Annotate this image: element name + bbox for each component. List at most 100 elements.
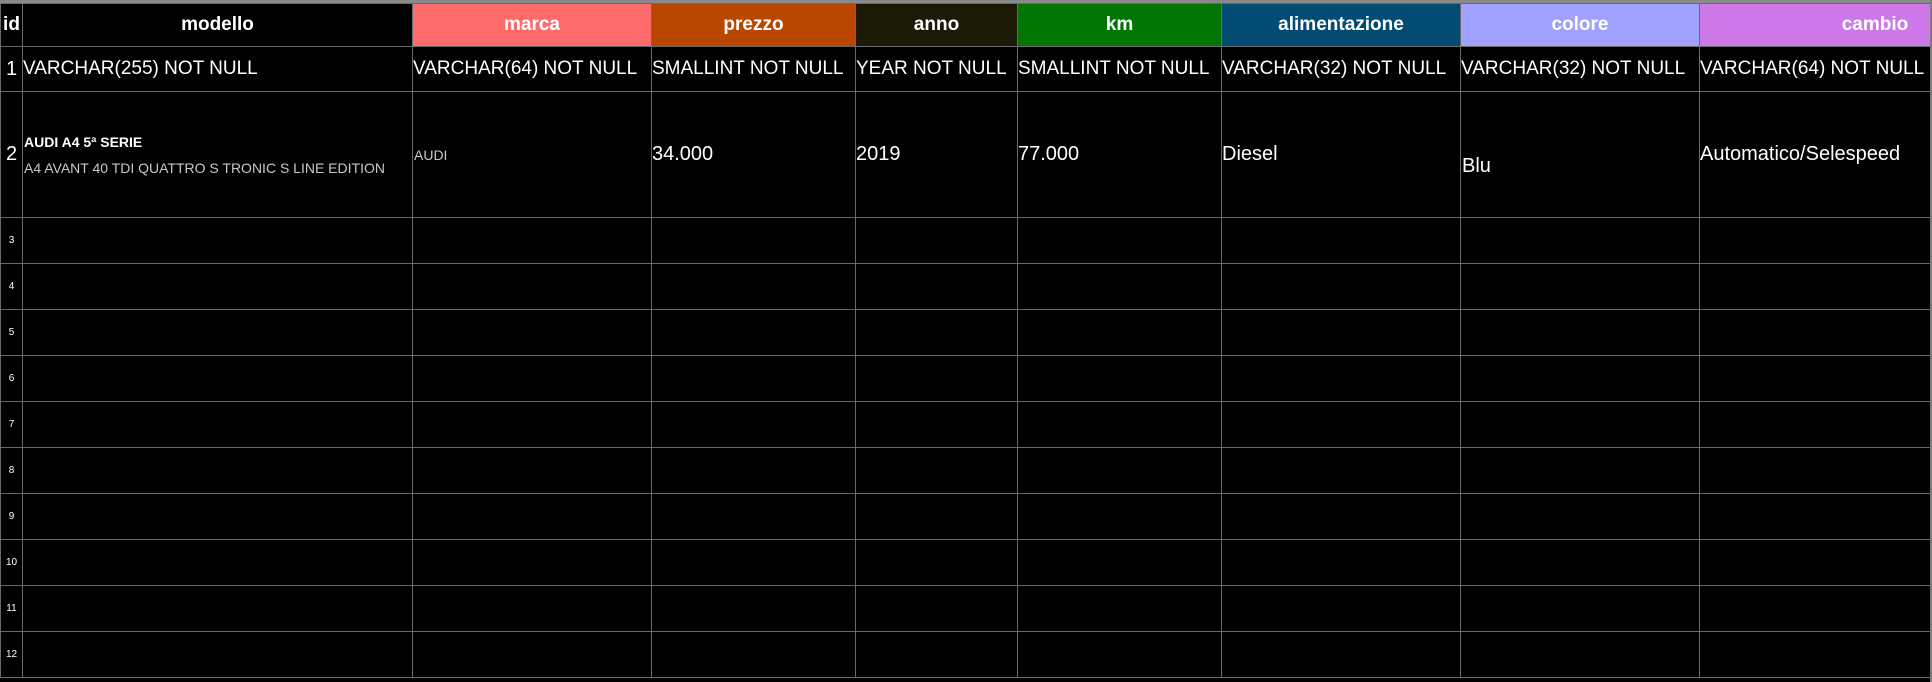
empty-cell[interactable] [22,355,413,402]
empty-cell[interactable] [1017,631,1222,678]
empty-cell[interactable] [22,401,413,448]
empty-cell[interactable] [1460,309,1700,356]
empty-cell[interactable] [1460,217,1700,264]
empty-cell[interactable] [1460,539,1700,586]
empty-cell[interactable] [855,631,1018,678]
empty-cell[interactable] [1460,585,1700,632]
empty-cell[interactable] [22,539,413,586]
empty-cell[interactable] [412,447,652,494]
empty-cell[interactable] [1221,447,1461,494]
column-header-modello[interactable]: modello [22,3,413,47]
empty-cell[interactable] [855,401,1018,448]
empty-cell[interactable] [1699,447,1932,494]
empty-cell[interactable] [412,401,652,448]
empty-cell[interactable] [1221,631,1461,678]
empty-cell[interactable] [651,631,856,678]
empty-cell[interactable] [651,309,856,356]
empty-cell[interactable] [855,493,1018,540]
empty-cell[interactable] [1221,355,1461,402]
empty-cell[interactable] [1221,493,1461,540]
empty-cell[interactable] [1221,585,1461,632]
empty-cell[interactable] [1699,263,1932,310]
cell-cambio[interactable]: Automatico/Selespeed [1699,91,1932,218]
empty-cell[interactable] [1699,585,1932,632]
empty-cell[interactable] [412,493,652,540]
empty-cell[interactable] [1017,493,1222,540]
empty-cell[interactable] [1460,631,1700,678]
empty-cell[interactable] [651,263,856,310]
empty-cell[interactable] [1221,217,1461,264]
cell-alimentazione[interactable]: Diesel [1221,91,1461,218]
cell-km-type[interactable]: SMALLINT NOT NULL [1017,46,1222,92]
cell-colore-type[interactable]: VARCHAR(32) NOT NULL [1460,46,1700,92]
empty-cell[interactable] [412,355,652,402]
empty-cell[interactable] [855,309,1018,356]
empty-cell[interactable] [651,539,856,586]
empty-cell[interactable] [651,355,856,402]
empty-cell[interactable] [1017,585,1222,632]
cell-alimentazione-type[interactable]: VARCHAR(32) NOT NULL [1221,46,1461,92]
column-header-alimentazione[interactable]: alimentazione [1221,3,1461,47]
cell-modello[interactable]: AUDI A4 5ª SERIE A4 AVANT 40 TDI QUATTRO… [22,91,413,218]
empty-cell[interactable] [22,263,413,310]
empty-cell[interactable] [855,539,1018,586]
cell-colore[interactable]: Blu [1460,91,1700,218]
empty-cell[interactable] [412,309,652,356]
empty-cell[interactable] [1460,263,1700,310]
empty-cell[interactable] [855,447,1018,494]
empty-cell[interactable] [412,539,652,586]
cell-marca[interactable]: AUDI [412,91,652,218]
empty-cell[interactable] [22,585,413,632]
empty-cell[interactable] [1699,355,1932,402]
empty-cell[interactable] [22,217,413,264]
cell-marca-type[interactable]: VARCHAR(64) NOT NULL [412,46,652,92]
column-header-colore[interactable]: colore [1460,3,1700,47]
column-header-prezzo[interactable]: prezzo [651,3,856,47]
empty-cell[interactable] [1221,539,1461,586]
empty-cell[interactable] [855,217,1018,264]
empty-cell[interactable] [1017,263,1222,310]
empty-cell[interactable] [1699,401,1932,448]
empty-cell[interactable] [412,217,652,264]
column-header-marca[interactable]: marca [412,3,652,47]
cell-modello-type[interactable]: VARCHAR(255) NOT NULL [22,46,413,92]
cell-cambio-type[interactable]: VARCHAR(64) NOT NULL [1699,46,1932,92]
empty-cell[interactable] [1017,217,1222,264]
empty-cell[interactable] [1699,309,1932,356]
cell-prezzo[interactable]: 34.000 [651,91,856,218]
empty-cell[interactable] [1017,539,1222,586]
empty-cell[interactable] [855,585,1018,632]
column-header-cambio[interactable]: cambio [1699,3,1932,47]
empty-cell[interactable] [1221,401,1461,448]
empty-cell[interactable] [1017,401,1222,448]
column-header-km[interactable]: km [1017,3,1222,47]
empty-cell[interactable] [22,447,413,494]
empty-cell[interactable] [651,585,856,632]
empty-cell[interactable] [1017,355,1222,402]
empty-cell[interactable] [1699,217,1932,264]
column-header-anno[interactable]: anno [855,3,1018,47]
empty-cell[interactable] [1699,539,1932,586]
empty-cell[interactable] [1221,263,1461,310]
empty-cell[interactable] [651,493,856,540]
empty-cell[interactable] [1460,447,1700,494]
empty-cell[interactable] [1699,493,1932,540]
empty-cell[interactable] [855,263,1018,310]
empty-cell[interactable] [1460,401,1700,448]
empty-cell[interactable] [1017,309,1222,356]
empty-cell[interactable] [651,401,856,448]
empty-cell[interactable] [1460,355,1700,402]
empty-cell[interactable] [412,263,652,310]
empty-cell[interactable] [1699,631,1932,678]
column-header-id[interactable]: id [0,3,23,47]
empty-cell[interactable] [412,631,652,678]
empty-cell[interactable] [1017,447,1222,494]
empty-cell[interactable] [1221,309,1461,356]
cell-km[interactable]: 77.000 [1017,91,1222,218]
cell-prezzo-type[interactable]: SMALLINT NOT NULL [651,46,856,92]
empty-cell[interactable] [22,631,413,678]
empty-cell[interactable] [22,493,413,540]
empty-cell[interactable] [651,447,856,494]
empty-cell[interactable] [651,217,856,264]
empty-cell[interactable] [855,355,1018,402]
